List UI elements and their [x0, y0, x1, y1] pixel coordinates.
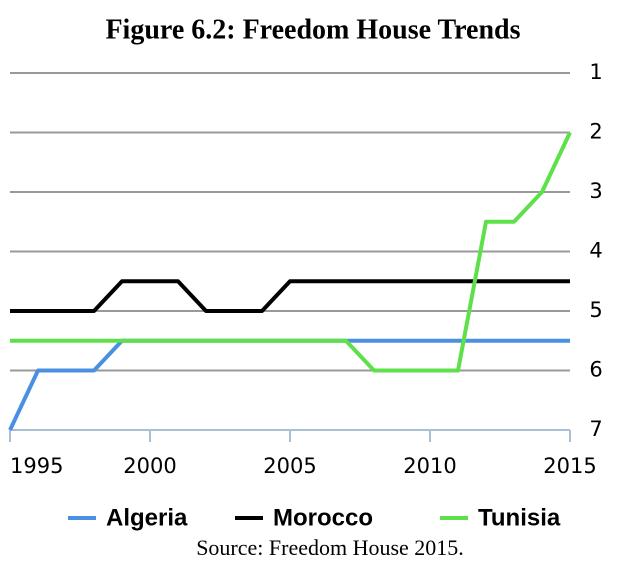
line-series: [8, 338, 570, 431]
y-tick-label: 4: [589, 239, 602, 263]
x-tick-label: 2005: [263, 454, 316, 478]
x-tick-label: 2000: [123, 454, 176, 478]
line-series: [10, 131, 572, 373]
y-tick-label: 7: [589, 417, 602, 441]
y-tick-label: 6: [589, 358, 602, 382]
legend-label: Tunisia: [478, 504, 561, 531]
y-tick-label: 5: [589, 298, 602, 322]
x-tick-label: 1995: [10, 454, 63, 478]
y-tick-label: 3: [589, 179, 602, 203]
x-tick-label: 2010: [403, 454, 456, 478]
y-tick-label: 1: [589, 60, 602, 84]
legend-label: Algeria: [106, 504, 188, 531]
line-series: [10, 279, 570, 313]
legend-label: Morocco: [273, 504, 373, 531]
chart-title: Figure 6.2: Freedom House Trends: [105, 14, 520, 45]
source: Source: Freedom House 2015.: [196, 535, 464, 560]
x-tick-label: 2015: [543, 454, 596, 478]
y-tick-label: 2: [589, 120, 602, 144]
